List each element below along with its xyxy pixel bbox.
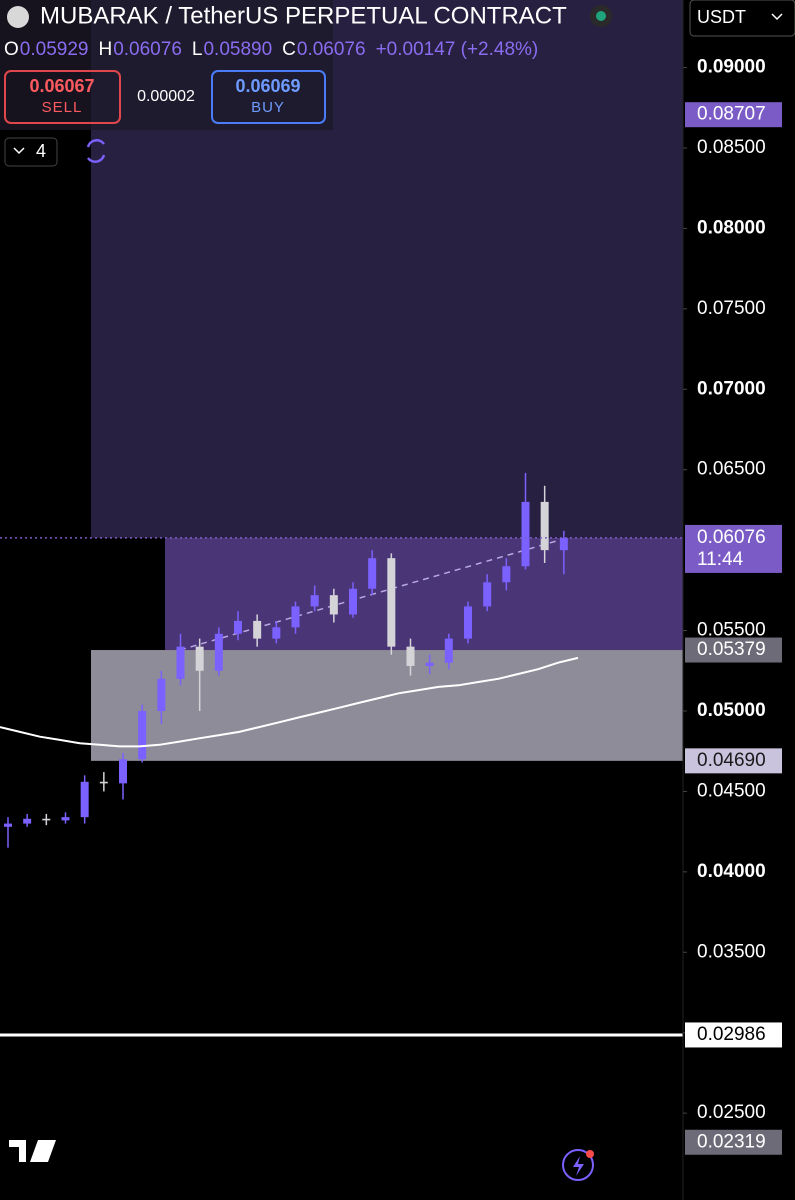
buy-price[interactable]: 0.06069 [235, 76, 300, 96]
ohlc-value: 0.05890 [203, 39, 272, 60]
candle-body [387, 558, 396, 647]
price-zone [91, 650, 683, 761]
y-tick-label: 0.05500 [697, 620, 766, 641]
candle-body [80, 781, 89, 818]
buy-button[interactable] [211, 70, 326, 124]
candle-body [234, 620, 242, 634]
ohlc-key: C [282, 39, 296, 60]
y-tick-label: 0.03500 [697, 941, 766, 962]
ohlc-key: H [98, 39, 112, 60]
coin-icon [7, 6, 29, 28]
candle-body [157, 678, 166, 711]
candle-body [4, 823, 12, 827]
candle-body [540, 501, 549, 551]
candle-body [559, 537, 568, 551]
spread: 0.00002 [137, 88, 195, 105]
y-tick-label: 0.05000 [697, 700, 766, 721]
sell-button[interactable] [4, 70, 121, 124]
candle-body [406, 646, 415, 666]
candle-body [42, 818, 51, 821]
y-tick-label: 0.02500 [697, 1102, 766, 1123]
candle-body [464, 606, 472, 639]
sell-price[interactable]: 0.06067 [29, 76, 94, 96]
change: +0.00147 (+2.48%) [376, 39, 539, 60]
interval[interactable]: 4 [36, 141, 46, 161]
sell-label[interactable]: SELL [42, 99, 83, 116]
price-label-box [685, 748, 782, 774]
candle-body [483, 582, 492, 607]
candle-body [119, 759, 127, 784]
notification-dot [586, 1150, 594, 1158]
price-label: 0.02986 [697, 1024, 766, 1045]
y-tick-label: 0.07000 [697, 378, 766, 399]
candle-body [291, 606, 300, 628]
y-tick-label: 0.07500 [697, 298, 766, 319]
countdown: 11:44 [697, 549, 744, 570]
candle-body [502, 566, 511, 583]
currency-select[interactable] [689, 0, 795, 37]
ohlc-value: 0.05929 [20, 39, 89, 60]
y-tick-label: 0.09000 [697, 57, 766, 78]
candle-body [23, 818, 32, 824]
y-tick-label: 0.04000 [697, 861, 766, 882]
tv-logo [9, 1140, 56, 1162]
candle-body [521, 501, 530, 567]
candle-body [138, 710, 147, 760]
price-label-box [685, 1022, 782, 1048]
lightning-icon[interactable] [562, 1149, 594, 1181]
symbol-title: MUBARAK / TetherUS PERPETUAL CONTRACT [40, 2, 567, 29]
candle-body [214, 633, 223, 671]
lightning-bolt [573, 1156, 584, 1176]
price-label: 0.04690 [697, 750, 766, 771]
candle-body [425, 662, 434, 666]
candle-body [61, 817, 70, 821]
ohlc-key: O [4, 39, 19, 60]
price-label-box [685, 1129, 782, 1155]
price-label-box [685, 637, 782, 663]
candle-body [444, 638, 453, 663]
ohlc-value: 0.06076 [113, 39, 182, 60]
moving-average [0, 656, 579, 748]
y-tick-label: 0.08500 [697, 137, 766, 158]
candle-body [368, 558, 377, 589]
collapse-arrow [13, 147, 25, 155]
price-label-box [685, 102, 782, 128]
ohlc-value: 0.06076 [297, 39, 366, 60]
price-label: 0.06076 [697, 527, 766, 548]
price-label: 0.05379 [697, 639, 766, 660]
candle-body [99, 781, 108, 784]
y-tick-label: 0.04500 [697, 780, 766, 801]
status-dot [596, 11, 606, 21]
price-label: 0.08707 [697, 104, 766, 125]
price-label-box [685, 524, 782, 573]
candle-body [349, 588, 357, 615]
currency[interactable]: USDT [697, 7, 746, 27]
dropdown-arrow [771, 13, 783, 21]
price-label: 0.02319 [697, 1131, 766, 1152]
candle-body [329, 595, 338, 615]
refresh-icon[interactable] [86, 139, 106, 163]
candle-body [176, 646, 185, 679]
header-panel [0, 0, 333, 130]
candle-body [195, 646, 204, 671]
interval-toggle[interactable] [4, 137, 58, 167]
candle-body [253, 620, 262, 639]
ohlc-key: L [192, 39, 203, 60]
y-tick-label: 0.08000 [697, 217, 766, 238]
buy-label[interactable]: BUY [251, 99, 285, 116]
y-tick-label: 0.06500 [697, 459, 766, 480]
price-zone [165, 537, 683, 651]
candle-body [272, 627, 281, 639]
candle-body [310, 595, 319, 607]
